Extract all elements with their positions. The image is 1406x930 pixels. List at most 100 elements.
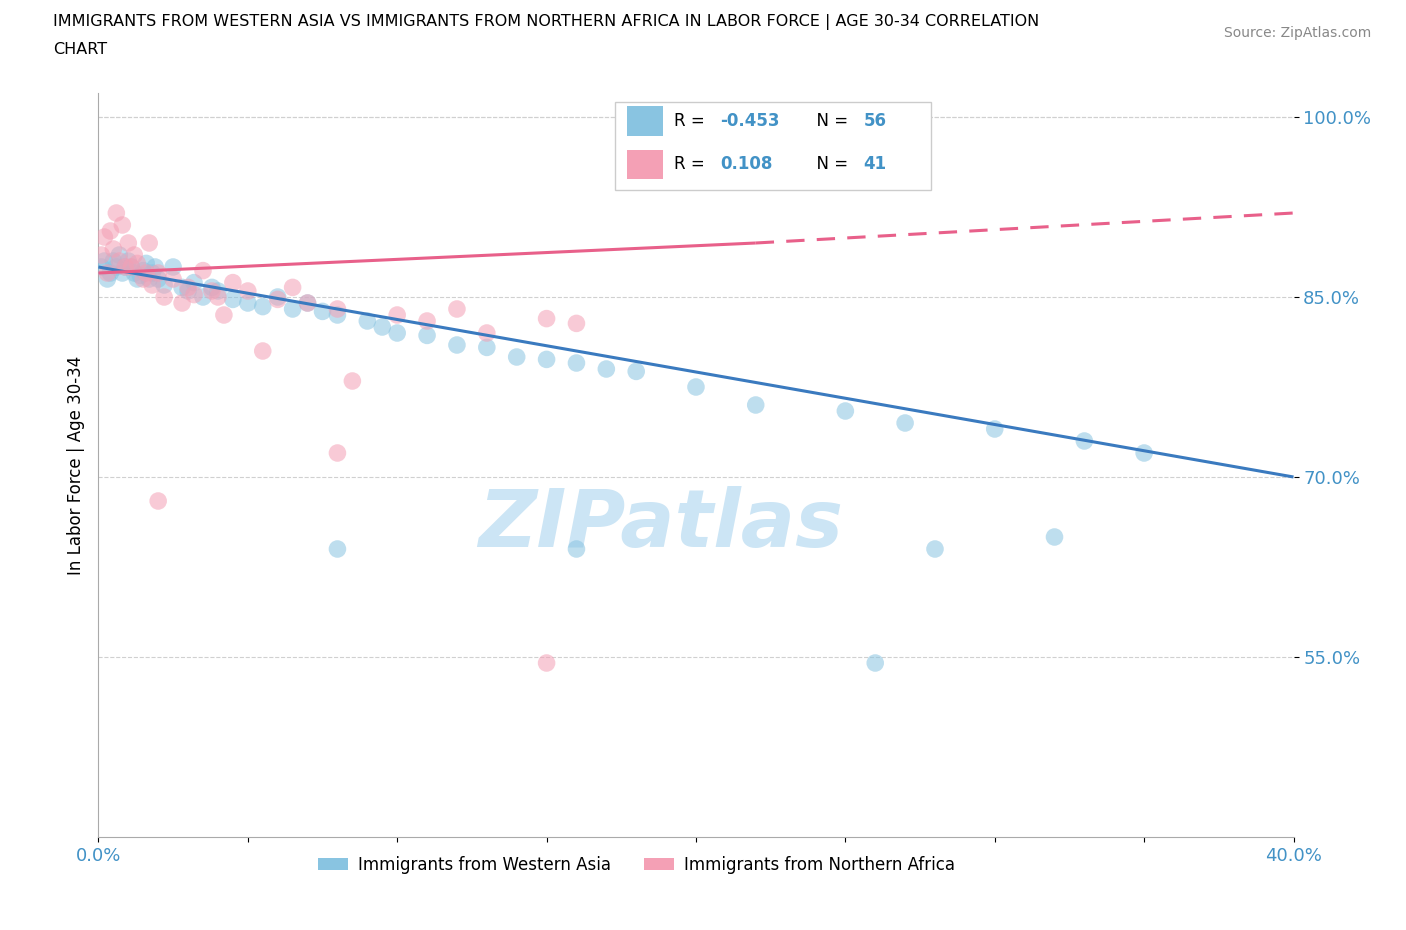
Text: Source: ZipAtlas.com: Source: ZipAtlas.com xyxy=(1223,26,1371,40)
Point xyxy=(311,304,333,319)
Point xyxy=(132,272,155,286)
Point xyxy=(105,259,128,274)
Point xyxy=(416,313,439,328)
Point xyxy=(446,338,468,352)
Point xyxy=(162,272,184,286)
Point xyxy=(252,343,274,358)
Point xyxy=(183,275,205,290)
Point xyxy=(222,275,245,290)
Point xyxy=(120,259,142,274)
Point xyxy=(236,296,259,311)
Point xyxy=(475,326,498,340)
Point xyxy=(127,256,149,271)
Point xyxy=(297,296,319,311)
Point xyxy=(201,284,224,299)
Text: ZIPatlas: ZIPatlas xyxy=(478,485,842,564)
Text: 41: 41 xyxy=(863,155,886,173)
Point xyxy=(201,280,224,295)
Point xyxy=(135,256,157,271)
Point xyxy=(356,313,378,328)
Point xyxy=(342,374,364,389)
Point xyxy=(105,206,128,220)
Point xyxy=(371,320,394,335)
Text: N =: N = xyxy=(806,113,853,130)
Point xyxy=(138,235,160,250)
Point xyxy=(177,280,200,295)
Point xyxy=(416,328,439,343)
Point xyxy=(475,340,498,355)
Point xyxy=(111,218,134,232)
Point xyxy=(117,254,139,269)
Point xyxy=(326,308,349,323)
Point xyxy=(148,272,170,286)
Point xyxy=(385,308,409,323)
Point xyxy=(103,254,125,269)
Point xyxy=(153,277,176,292)
Point xyxy=(127,272,149,286)
Point xyxy=(98,223,122,238)
Text: N =: N = xyxy=(806,155,853,173)
Text: 0.108: 0.108 xyxy=(720,155,772,173)
Point xyxy=(565,316,588,331)
Text: IMMIGRANTS FROM WESTERN ASIA VS IMMIGRANTS FROM NORTHERN AFRICA IN LABOR FORCE |: IMMIGRANTS FROM WESTERN ASIA VS IMMIGRAN… xyxy=(53,14,1039,30)
Point xyxy=(111,266,134,281)
Bar xyxy=(627,150,662,179)
Bar xyxy=(627,106,662,136)
Point xyxy=(93,230,115,245)
Point xyxy=(143,259,166,274)
Point xyxy=(446,301,468,316)
Point xyxy=(172,296,194,311)
FancyBboxPatch shape xyxy=(614,102,931,190)
Point xyxy=(1043,529,1066,544)
Point xyxy=(536,312,558,326)
Point xyxy=(536,656,558,671)
Point xyxy=(138,272,160,286)
Point xyxy=(117,235,139,250)
Point xyxy=(108,254,131,269)
Point xyxy=(565,355,588,370)
Point xyxy=(153,289,176,304)
Point xyxy=(172,280,194,295)
Point xyxy=(207,284,229,299)
Point xyxy=(506,350,529,365)
Point xyxy=(132,263,155,278)
Text: R =: R = xyxy=(675,155,716,173)
Point xyxy=(141,277,163,292)
Point xyxy=(385,326,409,340)
Point xyxy=(96,272,118,286)
Text: 56: 56 xyxy=(863,113,886,130)
Point xyxy=(326,445,349,460)
Point xyxy=(326,301,349,316)
Text: CHART: CHART xyxy=(53,42,107,57)
Point xyxy=(103,242,125,257)
Point xyxy=(177,284,200,299)
Point xyxy=(536,352,558,366)
Point xyxy=(297,296,319,311)
Point xyxy=(124,247,146,262)
Point xyxy=(685,379,707,394)
Point xyxy=(326,541,349,556)
Point xyxy=(191,289,214,304)
Point xyxy=(924,541,946,556)
Text: R =: R = xyxy=(675,113,710,130)
Point xyxy=(98,266,122,281)
Point xyxy=(894,416,917,431)
Point xyxy=(1133,445,1156,460)
Point xyxy=(96,266,118,281)
Legend: Immigrants from Western Asia, Immigrants from Northern Africa: Immigrants from Western Asia, Immigrants… xyxy=(311,849,962,881)
Point xyxy=(135,266,157,281)
Point xyxy=(595,362,617,377)
Point xyxy=(984,421,1007,436)
Point xyxy=(148,266,170,281)
Point xyxy=(252,299,274,314)
Point xyxy=(834,404,856,418)
Point xyxy=(120,259,142,274)
Point xyxy=(565,541,588,556)
Point xyxy=(267,292,290,307)
Point xyxy=(745,397,768,412)
Point xyxy=(114,259,136,274)
Point xyxy=(183,287,205,302)
Point xyxy=(1073,433,1095,448)
Point xyxy=(207,289,229,304)
Point xyxy=(108,247,131,262)
